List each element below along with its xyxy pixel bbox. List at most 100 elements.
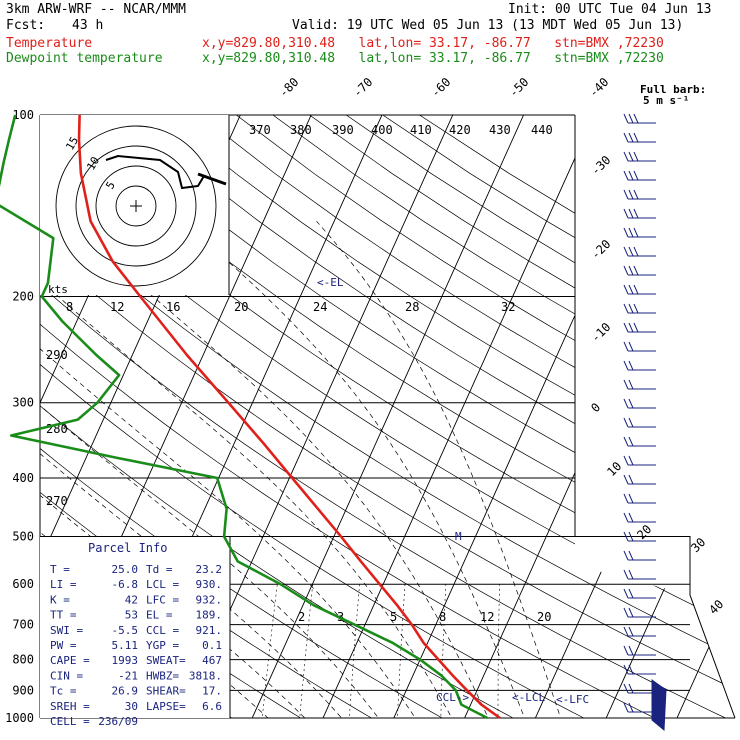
parcel-param-label: HWBZ= <box>146 669 179 682</box>
wind-barb <box>623 132 656 143</box>
parcel-param-value: 6.6 <box>202 700 222 713</box>
parcel-param-label: CELL = <box>50 715 90 728</box>
theta-label: 410 <box>410 123 432 137</box>
theta-label: 270 <box>46 494 68 508</box>
upper-scale-label: 24 <box>313 300 327 314</box>
hodograph-trace <box>105 154 205 190</box>
isotherm-label: -40 <box>586 75 611 100</box>
dry-adiabat <box>40 115 735 718</box>
dry-adiabat <box>126 115 735 718</box>
hodograph-ring <box>115 185 157 227</box>
dry-adiabat <box>40 115 610 718</box>
theta-label: 290 <box>46 348 68 362</box>
isotherm-label: -80 <box>276 75 301 100</box>
isotherm-line <box>316 115 595 718</box>
mixing-ratio-label: 20 <box>537 610 551 624</box>
parcel-param-value: 236/09 <box>98 715 138 728</box>
wind-barb <box>623 284 656 295</box>
wind-barb <box>623 170 656 181</box>
storm-motion-marker <box>197 172 227 186</box>
dry-adiabat <box>272 115 735 718</box>
barb-header-line2: 5 m s⁻¹ <box>643 94 689 107</box>
temperature-location: x,y=829.80,310.48 lat,lon= 33.17, -86.77… <box>202 36 664 51</box>
surface-wind-barb <box>651 679 667 732</box>
parcel-param-label: SWEAT= <box>146 654 186 667</box>
parcel-param-label: LFC = <box>146 593 179 606</box>
right-border-lower <box>575 535 736 719</box>
hodograph-ring <box>55 125 217 287</box>
parcel-param-value: 467 <box>202 654 222 667</box>
isotherm-line <box>529 115 735 718</box>
wind-barb <box>623 151 656 162</box>
parcel-param-label: LI = <box>50 578 77 591</box>
wind-barb <box>623 569 656 580</box>
isotherm-label: -20 <box>588 237 613 262</box>
dewpoint-location: x,y=829.80,310.48 lat,lon= 33.17, -86.77… <box>202 51 664 66</box>
ccl-marker: CCL-> <box>436 691 469 704</box>
dry-adiabat <box>162 115 735 718</box>
mixing-ratio-label: 12 <box>480 610 494 624</box>
isotherm-label: -70 <box>350 75 375 100</box>
hodograph-ring-label: 15 <box>63 135 81 153</box>
parcel-param-value: 23.2 <box>196 563 223 576</box>
dewpoint-profile <box>0 114 488 720</box>
dry-adiabat <box>236 115 735 718</box>
wind-barb <box>623 417 656 428</box>
parcel-param-label: SWI = <box>50 624 83 637</box>
parcel-param-value: 25.0 <box>112 563 139 576</box>
mixing-ratio-line <box>348 584 360 718</box>
wind-barb <box>623 455 656 466</box>
init-time: Init: 00 UTC Tue 04 Jun 13 <box>508 2 712 17</box>
wind-barb <box>623 531 656 542</box>
parcel-param-value: 921. <box>196 624 223 637</box>
dry-adiabat <box>199 115 735 718</box>
mixing-ratio-line <box>260 584 278 718</box>
pressure-label: 400 <box>12 471 34 485</box>
parcel-param-label: TT = <box>50 609 77 622</box>
pressure-label: 900 <box>12 683 34 697</box>
wind-barb <box>623 512 656 523</box>
dry-adiabat <box>40 115 538 718</box>
mixing-ratio-line <box>298 584 314 718</box>
wind-barb <box>623 303 656 314</box>
parcel-param-label: Tc = <box>50 685 77 698</box>
wind-barb <box>623 664 656 675</box>
mixing-ratio-label: 8 <box>439 610 446 624</box>
isotherm-line <box>600 115 735 718</box>
wind-barbs <box>623 113 667 732</box>
theta-label: 400 <box>371 123 393 137</box>
isotherm-label: 0 <box>588 400 603 415</box>
theta-label: 370 <box>249 123 271 137</box>
wind-barb <box>623 208 656 219</box>
isotherm-label: -30 <box>588 153 613 178</box>
isotherm-label: 30 <box>688 535 708 555</box>
parcel-param-label: EL = <box>146 609 173 622</box>
upper-scale-label: 16 <box>166 300 180 314</box>
wind-barb <box>623 379 656 390</box>
wind-barb <box>623 227 656 238</box>
pressure-label: 800 <box>12 653 34 667</box>
wind-barb <box>623 436 656 447</box>
lcl-marker: <-LCL <box>512 691 545 704</box>
wind-barb <box>623 341 656 352</box>
isotherm-label: 20 <box>634 522 654 542</box>
hodograph-ring <box>75 145 197 267</box>
mixing-ratio-label: 5 <box>390 610 397 624</box>
wind-barb <box>623 113 656 124</box>
pressure-label: 100 <box>12 108 34 122</box>
wind-barb <box>623 607 656 618</box>
wind-barb <box>623 683 656 694</box>
dry-adiabat <box>89 115 735 718</box>
forecast-label: Fcst: <box>6 18 46 33</box>
forecast-hour: 43 h <box>72 18 104 33</box>
upper-scale-label: 12 <box>110 300 124 314</box>
parcel-param-value: 932. <box>196 593 223 606</box>
parcel-param-label: CAPE = <box>50 654 90 667</box>
upper-scale-label: 28 <box>405 300 419 314</box>
mixing-ratio-line <box>440 584 447 718</box>
hodograph-units: kts <box>48 283 68 296</box>
parcel-param-value: 26.9 <box>112 685 139 698</box>
dewpoint-legend: Dewpoint temperature <box>6 51 163 66</box>
parcel-param-value: 189. <box>196 609 223 622</box>
theta-label: 430 <box>489 123 511 137</box>
